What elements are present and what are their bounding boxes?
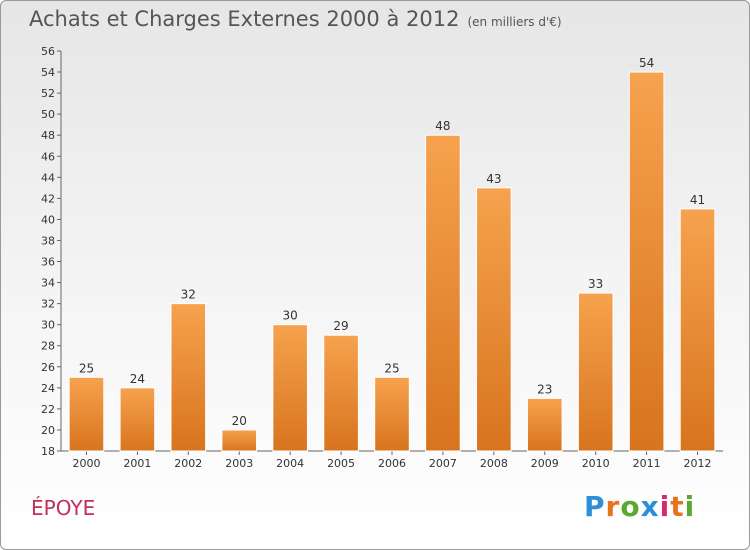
bar [119, 387, 156, 452]
bar-value-label: 41 [690, 193, 705, 207]
x-tick-label: 2005 [327, 457, 355, 470]
bar-value-label: 23 [537, 382, 552, 396]
bar-value-label: 33 [588, 277, 603, 291]
y-tick-label: 38 [41, 234, 55, 247]
x-tick-label: 2001 [123, 457, 151, 470]
x-tick-label: 2007 [429, 457, 457, 470]
logo-letter: i [684, 490, 696, 523]
y-tick-label: 18 [41, 445, 55, 458]
bar [679, 208, 716, 452]
x-tick-label: 2004 [276, 457, 304, 470]
bar-value-label: 43 [486, 172, 501, 186]
x-tick-label: 2006 [378, 457, 406, 470]
bar [526, 397, 563, 452]
chart-title: Achats et Charges Externes 2000 à 2012 (e… [29, 7, 562, 31]
bar [476, 187, 512, 452]
x-tick-label: 2009 [531, 457, 559, 470]
y-tick-label: 48 [41, 129, 55, 142]
y-tick-label: 40 [41, 213, 55, 226]
bar [425, 134, 461, 452]
bar-value-label: 29 [333, 319, 348, 333]
bar [628, 71, 665, 452]
y-tick-label: 36 [41, 256, 55, 269]
x-tick-label: 2008 [480, 457, 508, 470]
bar [170, 303, 207, 452]
bar-value-label: 25 [79, 361, 94, 375]
y-tick-label: 22 [41, 403, 55, 416]
bar-value-label: 48 [435, 119, 450, 133]
bar [577, 292, 614, 452]
x-tick-label: 2012 [684, 457, 712, 470]
bar [68, 376, 105, 452]
y-tick-label: 56 [41, 45, 55, 58]
y-tick-label: 26 [41, 361, 55, 374]
chart-title-text: Achats et Charges Externes 2000 à 2012 [29, 7, 460, 31]
y-tick-label: 52 [41, 87, 55, 100]
chart-unit: (en milliers d'€) [467, 15, 562, 29]
proxiti-logo[interactable]: Proxiti [584, 490, 695, 523]
y-tick-label: 34 [41, 277, 55, 290]
axes: 18 20 22 24 26 28 30 32 34 36 38 40 42 44 46 48 50 52 54 56… [41, 45, 723, 470]
y-tick-label: 42 [41, 192, 55, 205]
y-tick-label: 24 [41, 382, 55, 395]
logo-letter: x [640, 490, 660, 523]
bar-value-label: 24 [130, 372, 145, 386]
x-tick-label: 2010 [582, 457, 610, 470]
x-tick-label: 2002 [174, 457, 202, 470]
y-tick-label: 20 [41, 424, 55, 437]
logo-letter: o [620, 490, 641, 523]
y-tick-label: 54 [41, 66, 55, 79]
y-tick-label: 50 [41, 108, 55, 121]
bar [221, 429, 258, 452]
bar [323, 334, 359, 452]
bar-value-label: 54 [639, 56, 654, 70]
y-tick-label: 46 [41, 150, 55, 163]
bar-value-label: 30 [283, 309, 298, 323]
y-tick-label: 32 [41, 298, 55, 311]
y-tick-label: 28 [41, 340, 55, 353]
bar-value-label: 32 [181, 288, 196, 302]
bar-value-label: 20 [232, 414, 247, 428]
x-tick-label: 2011 [633, 457, 661, 470]
x-tick-label: 2000 [72, 457, 100, 470]
commune-name: ÉPOYE [31, 496, 96, 520]
bar [374, 376, 410, 452]
logo-letter: P [584, 490, 606, 523]
y-tick-label: 30 [41, 319, 55, 332]
y-tick-label: 44 [41, 171, 55, 184]
bar [272, 324, 308, 452]
x-tick-label: 2003 [225, 457, 253, 470]
bars: 25 24 32 20 30 29 25 48 43 23 33 54 41 [68, 56, 716, 452]
logo-letter: i [659, 490, 671, 523]
logo-letter: r [605, 490, 621, 523]
bar-value-label: 25 [384, 361, 399, 375]
logo-letter: t [670, 490, 685, 523]
